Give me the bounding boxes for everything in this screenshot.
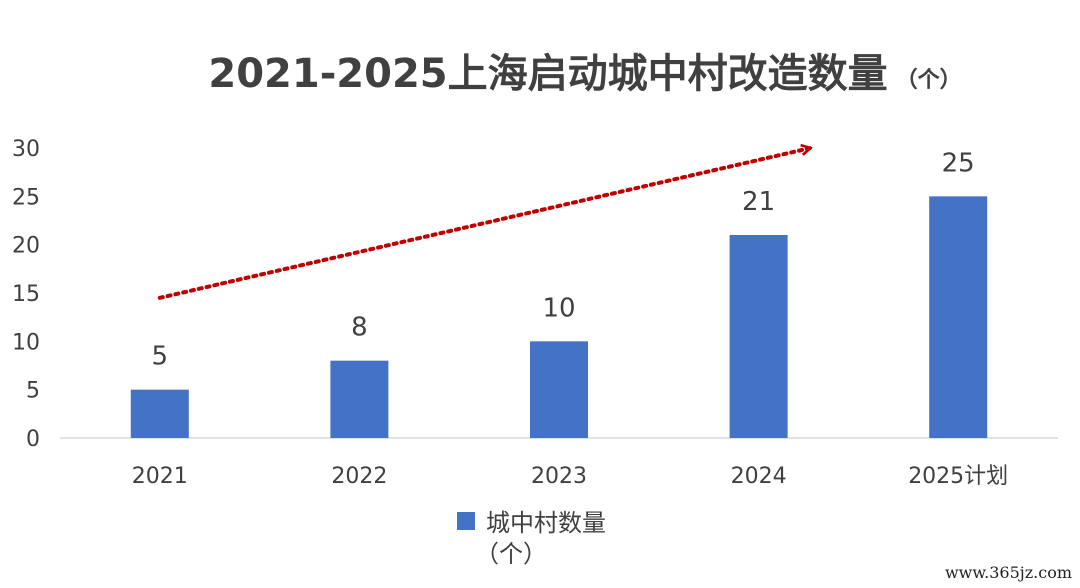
y-axis-ticks: 0 5 10 15 20 25 30 <box>12 137 40 452</box>
x-tick-label: 2024 <box>731 464 787 489</box>
data-labels: 5 8 10 21 25 <box>152 148 975 371</box>
bar <box>729 235 788 438</box>
y-tick-label: 20 <box>12 234 40 259</box>
bar <box>130 389 189 438</box>
chart-title: 2021-2025上海启动城中村改造数量 （个） <box>208 51 961 97</box>
bar <box>330 360 389 438</box>
y-tick-label: 25 <box>12 185 40 210</box>
y-tick-label: 5 <box>26 379 40 404</box>
legend: 城中村数量 （个） <box>457 509 606 568</box>
y-tick-label: 30 <box>12 137 40 162</box>
data-label: 5 <box>152 342 169 372</box>
y-tick-label: 10 <box>12 330 40 355</box>
legend-swatch <box>457 512 475 530</box>
x-tick-label: 2023 <box>531 464 587 489</box>
bars <box>130 196 988 438</box>
data-label: 21 <box>742 187 775 217</box>
bar <box>530 341 588 438</box>
x-tick-label: 2021 <box>132 464 188 489</box>
trend-arrow <box>157 148 811 300</box>
data-label: 25 <box>942 148 975 178</box>
chart-title-unit: （个） <box>896 68 962 93</box>
bar <box>929 196 988 438</box>
x-axis-ticks: 2021 2022 2023 2024 2025计划 <box>132 464 1008 489</box>
x-tick-label: 2025计划 <box>908 464 1008 489</box>
legend-series-unit: （个） <box>475 540 547 568</box>
watermark: www.365jz.com <box>944 563 1072 582</box>
y-tick-label: 15 <box>12 282 40 307</box>
y-tick-label: 0 <box>26 427 40 452</box>
data-label: 10 <box>542 293 575 323</box>
chart-title-main: 2021-2025上海启动城中村改造数量 <box>208 51 887 97</box>
data-label: 8 <box>351 313 368 343</box>
x-tick-label: 2022 <box>331 464 387 489</box>
legend-series-name: 城中村数量 <box>486 509 606 537</box>
